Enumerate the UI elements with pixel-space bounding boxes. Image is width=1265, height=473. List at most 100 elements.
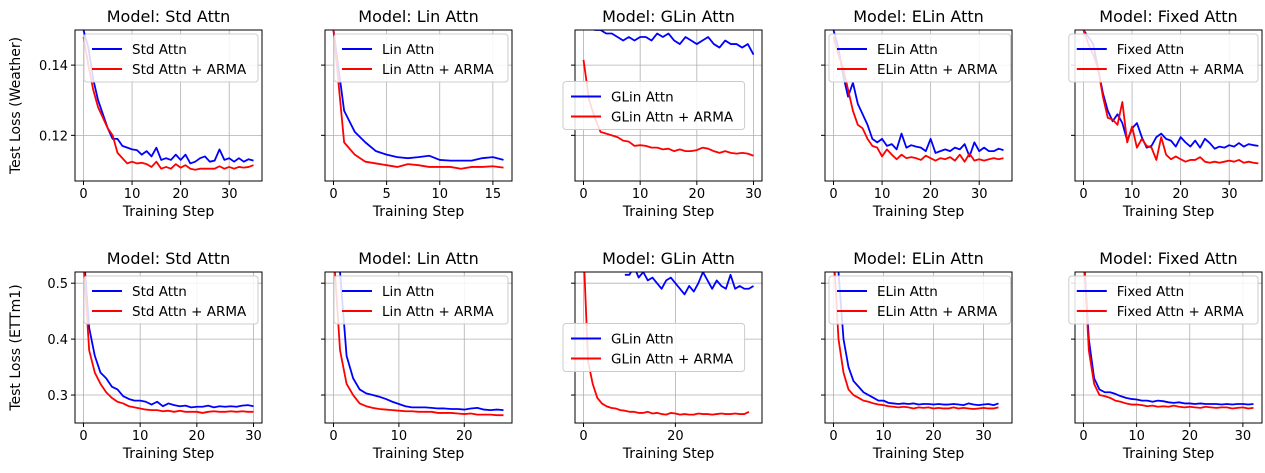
x-tick-label: 0 [1079, 187, 1087, 202]
series-line-baseline [1082, 30, 1259, 150]
legend: ELin Attn ELin Attn + ARMA [828, 33, 1012, 83]
y-axis-label: Test Loss (Weather) [8, 37, 24, 175]
series-line-arma [1082, 30, 1259, 165]
x-tick-label: 20 [689, 187, 706, 202]
legend-box [83, 33, 259, 83]
series-group [83, 272, 254, 414]
series-line-baseline [332, 30, 504, 162]
legend-entry: ELin Attn + ARMA [877, 304, 998, 320]
subplot-0-3: 0 10 20 30 Model: ELin Attn Training Step ELin… [821, 7, 1013, 220]
series-group [332, 30, 504, 170]
x-tick-label: 10 [1128, 429, 1145, 444]
x-tick-label: 20 [922, 187, 939, 202]
x-tick-label: 0 [329, 429, 337, 444]
legend-entry: Std Attn + ARMA [132, 304, 247, 320]
subplot-1-3: 0 10 20 30 Model: ELin Attn Training Step ELin… [821, 249, 1013, 462]
series-line-arma [334, 272, 504, 417]
x-tick-label: 10 [431, 187, 448, 202]
subplot-title: Model: ELin Attn [853, 7, 984, 26]
y-tick-label: 0.3 [47, 389, 68, 404]
legend: ELin Attn ELin Attn + ARMA [828, 275, 1012, 325]
series-line-arma [332, 30, 504, 170]
legend-entry: Lin Attn + ARMA [382, 62, 494, 78]
series-line-baseline [832, 30, 1004, 158]
subplot-0-1: 0 5 10 15 Model: Lin Attn Training Step Lin At… [321, 7, 513, 220]
series-group [583, 272, 754, 416]
legend-box [1068, 275, 1259, 325]
series-group [82, 30, 254, 171]
x-tick-label: 20 [667, 429, 684, 444]
axes-frame [824, 29, 1013, 182]
x-axis-label: Training Step [622, 204, 715, 220]
x-tick-label: 20 [456, 429, 473, 444]
y-axis-label: Test Loss (ETTm1) [8, 284, 24, 411]
x-tick-label: 0 [579, 429, 587, 444]
legend: GLin Attn GLin Attn + ARMA [562, 323, 746, 372]
subplot-1-1: 0 10 20 Model: Lin Attn Training Step Lin Att… [321, 249, 513, 462]
legend-entry: Lin Attn [382, 42, 434, 58]
x-tick-label: 30 [745, 187, 762, 202]
y-tick-label: 0.5 [47, 277, 68, 292]
series-line-arma [82, 36, 254, 171]
subplot-0-4: 0 10 20 30 Model: Fixed Attn Training Step Fix… [1068, 7, 1263, 220]
series-line-arma [832, 36, 1004, 163]
y-tick-label: 0.4 [47, 333, 68, 348]
series-line-baseline [1083, 272, 1254, 406]
legend-entry: Fixed Attn + ARMA [1117, 62, 1245, 78]
x-tick-label: 20 [925, 429, 942, 444]
legend-box [83, 275, 259, 325]
axes-frame [324, 271, 513, 424]
subplot-title: Model: Std Attn [107, 7, 231, 26]
x-tick-label: 0 [579, 187, 587, 202]
subplot-title: Model: Lin Attn [358, 249, 478, 268]
x-tick-label: 0 [79, 187, 87, 202]
x-axis-label: Training Step [1122, 446, 1215, 462]
series-group [833, 272, 999, 410]
x-tick-label: 10 [874, 187, 891, 202]
axes-frame [324, 29, 513, 182]
series-line-arma [582, 59, 754, 157]
x-tick-label: 30 [221, 187, 238, 202]
x-tick-label: 20 [1172, 187, 1189, 202]
x-tick-label: 30 [975, 429, 992, 444]
x-tick-label: 10 [132, 429, 149, 444]
subplot-1-0: 0 10 20 30 0.3 0.4 0.5 Model: Std Attn Training … [47, 249, 263, 462]
legend-box [1068, 33, 1259, 83]
x-tick-label: 10 [632, 187, 649, 202]
legend-entry: GLin Attn [611, 90, 674, 106]
axes-frame [824, 271, 1013, 424]
x-tick-label: 10 [1124, 187, 1141, 202]
x-tick-label: 20 [1181, 429, 1198, 444]
legend-box [562, 81, 746, 130]
legend: Lin Attn Lin Attn + ARMA [333, 33, 509, 83]
legend-entry: GLin Attn + ARMA [611, 110, 734, 126]
axes-frame [1074, 271, 1263, 424]
axes-frame [74, 271, 263, 424]
legend-entry: Std Attn + ARMA [132, 62, 247, 78]
legend-box [333, 275, 509, 325]
legend: Fixed Attn Fixed Attn + ARMA [1068, 33, 1259, 83]
series-line-arma [83, 272, 254, 414]
legend: Lin Attn Lin Attn + ARMA [333, 275, 509, 325]
series-group [582, 30, 755, 157]
series-group [1083, 272, 1254, 410]
series-line-baseline [339, 272, 504, 412]
legend: Std Attn Std Attn + ARMA [83, 33, 259, 83]
subplot-1-2: 0 20 Model: GLin Attn Training Step GLin Att… [562, 249, 763, 462]
x-tick-label: 10 [391, 429, 408, 444]
axes-frame [74, 29, 263, 182]
legend-entry: Fixed Attn + ARMA [1117, 304, 1245, 320]
x-tick-label: 0 [829, 187, 837, 202]
series-group [832, 30, 1004, 163]
x-axis-label: Training Step [122, 446, 215, 462]
legend: Std Attn Std Attn + ARMA [83, 275, 259, 325]
x-tick-label: 15 [485, 187, 502, 202]
x-axis-label: Training Step [372, 446, 465, 462]
x-tick-label: 10 [124, 187, 141, 202]
x-tick-label: 0 [79, 429, 87, 444]
series-group [334, 272, 504, 417]
series-line-baseline [624, 272, 754, 296]
series-line-baseline [593, 30, 755, 56]
series-line-arma [833, 272, 999, 410]
